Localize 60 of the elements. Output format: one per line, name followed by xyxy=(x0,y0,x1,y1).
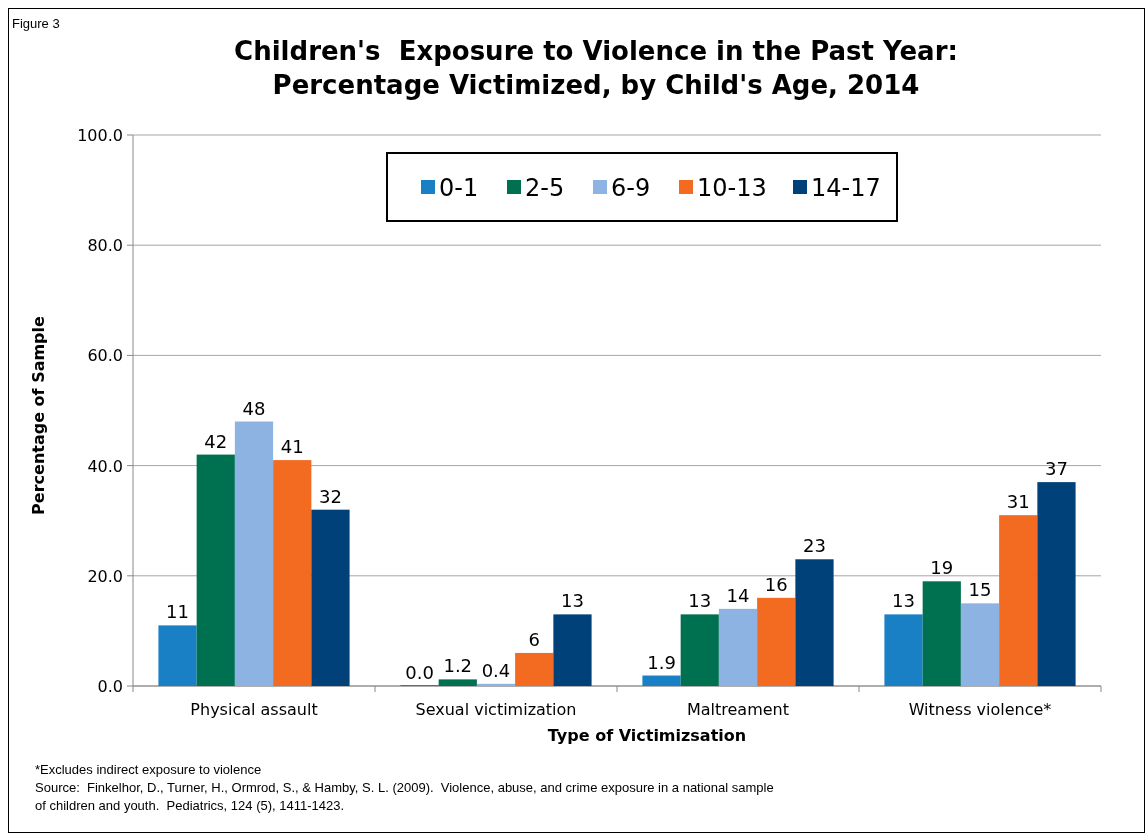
data-label: 6 xyxy=(528,628,540,650)
data-label: 11 xyxy=(166,601,189,623)
bar xyxy=(273,460,312,686)
legend-label: 0-1 xyxy=(439,174,479,202)
data-label: 37 xyxy=(1045,458,1068,480)
data-label: 13 xyxy=(892,590,915,612)
y-tick-label: 80.0 xyxy=(87,236,123,256)
y-axis-title: Percentage of Sample xyxy=(29,315,48,515)
bar xyxy=(476,683,516,686)
bar xyxy=(884,614,923,686)
bar xyxy=(718,608,758,686)
bar xyxy=(158,625,197,686)
bar xyxy=(680,614,719,686)
bar xyxy=(553,614,592,686)
bar xyxy=(311,509,350,686)
x-tick-label: Sexual victimization xyxy=(415,700,577,719)
data-label: 0.4 xyxy=(481,659,511,681)
data-label: 19 xyxy=(930,557,954,579)
bar xyxy=(1037,482,1076,686)
bar xyxy=(438,679,477,686)
data-label: 23 xyxy=(803,535,826,557)
data-label: 32 xyxy=(319,485,342,507)
y-tick-label: 100.0 xyxy=(77,126,123,145)
data-label: 48 xyxy=(242,397,266,419)
legend-label: 10-13 xyxy=(697,174,767,202)
x-axis-title: Type of Victimizsation xyxy=(547,726,747,745)
bar xyxy=(515,652,554,686)
y-tick-label: 20.0 xyxy=(87,566,123,586)
bar xyxy=(757,597,796,686)
x-tick-label: Physical assault xyxy=(190,700,318,719)
data-label: 41 xyxy=(280,436,304,458)
bar xyxy=(922,581,961,686)
bar xyxy=(234,421,274,686)
y-tick-label: 40.0 xyxy=(87,456,123,476)
bar xyxy=(795,559,834,686)
bar xyxy=(999,515,1038,686)
legend-label: 6-9 xyxy=(611,174,651,202)
bar xyxy=(960,603,1000,686)
bar xyxy=(196,454,235,686)
text: *Excludes indirect exposure to violence xyxy=(35,762,262,777)
legend-label: 14-17 xyxy=(811,174,881,202)
data-label: 42 xyxy=(204,430,228,452)
y-tick-label: 60.0 xyxy=(87,346,123,366)
x-tick-label: Witness violence* xyxy=(908,700,1052,719)
data-label: 1.2 xyxy=(443,655,473,677)
y-tick-label: 0.0 xyxy=(97,677,123,696)
data-label: 14 xyxy=(726,584,750,606)
data-label: 13 xyxy=(561,590,584,612)
data-label: 0.0 xyxy=(405,662,434,683)
caption: Figure 3 xyxy=(12,16,60,31)
chart-title: Children's Exposure to Violence in the Past Year: Percentage Victimized, by Child's Age, 2014 xyxy=(234,36,958,100)
data-label: 16 xyxy=(764,573,788,595)
data-label: 13 xyxy=(688,590,712,612)
x-tick-label: Maltreament xyxy=(686,700,790,719)
bar xyxy=(642,675,681,686)
legend-label: 2-5 xyxy=(525,174,565,202)
data-label: 15 xyxy=(968,579,992,601)
source-note: Source: Finkelhor, D., Turner, H., Ormrod, S., & Hamby, S. L. (2009). Violence, abuse, and crime exposure in a national sample of children and youth. Pediatrics, 124 (5), 1411-1423. xyxy=(35,780,774,813)
data-label: 31 xyxy=(1006,491,1030,513)
data-label: 1.9 xyxy=(647,651,676,673)
